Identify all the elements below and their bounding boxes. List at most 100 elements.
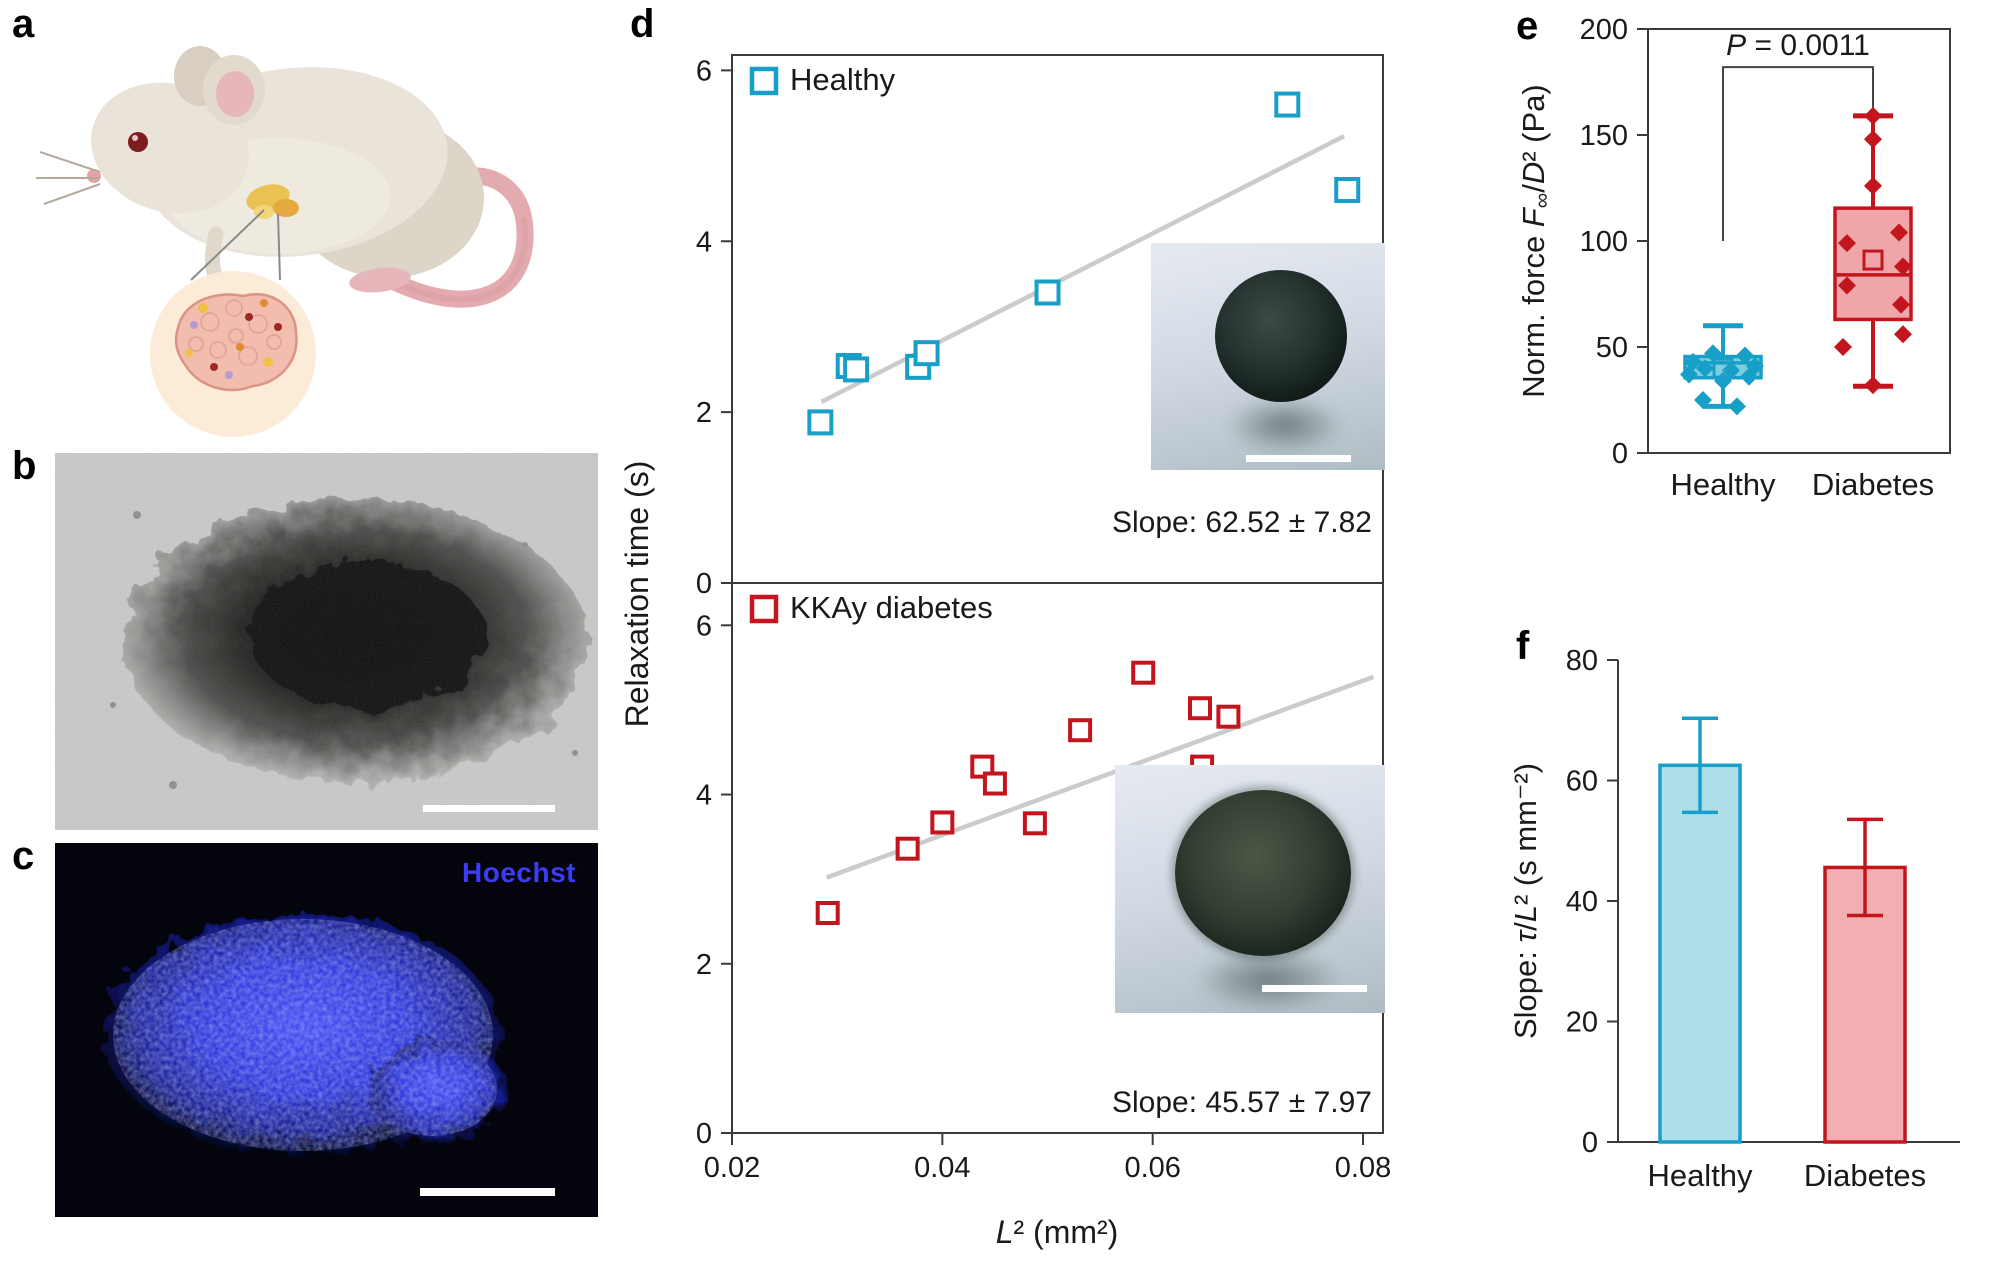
mouse-eye — [128, 132, 148, 152]
mean-marker — [1712, 357, 1734, 379]
y-tick-label: 2 — [696, 949, 712, 981]
x-tick-label: 0.06 — [1124, 1152, 1180, 1184]
p-value-label: P = 0.0011 — [1726, 29, 1870, 62]
scatter-point — [982, 771, 1007, 796]
y-tick-label: 0 — [1612, 438, 1628, 470]
x-tick-label: 0.08 — [1335, 1152, 1391, 1184]
data-point-diamond — [1890, 223, 1908, 242]
healthy-islet-inset-photo — [1151, 243, 1385, 470]
data-point-diamond — [1894, 325, 1912, 344]
scatter-point — [895, 836, 920, 861]
scatter-point — [1274, 91, 1301, 118]
mouse-head — [91, 82, 249, 214]
data-point-diamond — [1864, 106, 1882, 125]
scale-bar — [1246, 455, 1351, 462]
L2-axis-label: L² (mm²) — [996, 1214, 1119, 1250]
y-tick-label: 4 — [696, 780, 712, 812]
scatter-point — [1022, 811, 1047, 836]
data-point-diamond — [1864, 130, 1882, 149]
data-point-diamond — [1894, 257, 1912, 276]
scatter-point — [1034, 279, 1061, 306]
y-tick-label: 40 — [1566, 886, 1598, 918]
data-point-diamond — [1736, 346, 1754, 365]
bar — [1658, 763, 1742, 1144]
islet-cell-dots — [185, 299, 282, 379]
data-point-diamond — [1892, 295, 1910, 314]
panel-c-letter: c — [12, 834, 35, 878]
x-tick-label: 0.04 — [914, 1152, 970, 1184]
mouse-illustration-svg — [36, 46, 534, 437]
relaxation-time-axis-label: Relaxation time (s) — [620, 461, 655, 728]
category-label: Diabetes — [1812, 467, 1934, 502]
scatter-point — [807, 409, 834, 436]
y-tick-label: 50 — [1596, 332, 1628, 364]
y-tick-label: 0 — [696, 1118, 712, 1150]
scatter-point — [913, 340, 940, 367]
y-tick-label: 20 — [1566, 1007, 1598, 1039]
panel-b-brightfield-micrograph — [55, 453, 598, 830]
legend-marker — [749, 66, 779, 96]
panel-d-letter: d — [630, 2, 655, 46]
norm-force-axis-label: Norm. force F∞/D² (Pa) — [1516, 84, 1554, 397]
pointer-line-right — [277, 213, 281, 281]
y-tick-label: 200 — [1580, 14, 1628, 46]
panel-c-fluorescence-micrograph: Hoechst — [55, 843, 598, 1217]
slope-annotation: Slope: 45.57 ± 7.97 — [1112, 1086, 1372, 1119]
y-tick-label: 0 — [1582, 1127, 1598, 1159]
scatter-point — [1334, 176, 1361, 203]
category-label: Healthy — [1647, 1158, 1753, 1193]
scatter-point — [1188, 696, 1213, 721]
data-point-diamond — [1728, 397, 1746, 416]
scatter-point — [1131, 660, 1156, 685]
panel-f-bar-chart: 0 20 40 60 80 Healthy Diabetes Slope: τ/L² (s m… — [1508, 645, 1960, 1193]
slope-annotation: Slope: 62.52 ± 7.82 — [1112, 506, 1372, 539]
panel-f-letter: f — [1516, 624, 1530, 668]
y-tick-label: 4 — [696, 226, 712, 258]
data-point-diamond — [1864, 176, 1882, 195]
scatter-point — [930, 810, 955, 835]
data-point-diamond — [1838, 234, 1856, 253]
significance-bracket — [1722, 66, 1874, 241]
panel-b-letter: b — [12, 444, 37, 488]
scale-bar — [1262, 985, 1367, 992]
y-tick-label: 6 — [696, 610, 712, 642]
data-point-diamond — [1834, 338, 1852, 356]
scale-bar — [423, 805, 555, 812]
mouse-whiskers — [36, 151, 101, 205]
y-tick-label: 2 — [696, 397, 712, 429]
scatter-point — [1216, 704, 1241, 729]
y-tick-label: 6 — [696, 55, 712, 87]
legend-label: Healthy — [790, 62, 896, 97]
mean-marker — [1862, 249, 1884, 271]
data-point-diamond — [1838, 276, 1856, 295]
mouse-nose — [87, 169, 101, 183]
panel-e-box-plot: 0 50 100 150 200 P = 0.0011 Healthy Diabetes Nor… — [1516, 14, 1951, 502]
data-point-diamond — [1740, 367, 1758, 386]
islet-cells — [188, 299, 282, 366]
islet-tissue — [174, 293, 298, 392]
legend-marker — [749, 594, 779, 624]
panel-a-letter: a — [12, 2, 35, 46]
x-tick-label: 0.02 — [704, 1152, 760, 1184]
mouse-hind-foot — [349, 267, 411, 293]
scatter-point — [1068, 718, 1093, 743]
panel-d-scatter-plots: 0 2 4 6 Healthy Slope: 62.52 ± 7.82 0 2 4 6 0.02 0.… — [620, 54, 1391, 1250]
category-label: Diabetes — [1804, 1158, 1926, 1193]
panel-e-letter: e — [1516, 4, 1539, 48]
y-tick-label: 80 — [1566, 645, 1598, 677]
y-tick-label: 150 — [1580, 120, 1628, 152]
diabetic-islet-inset-photo — [1115, 765, 1385, 1013]
data-point-diamond — [1696, 359, 1714, 378]
hoechst-stain-label: Hoechst — [462, 857, 576, 888]
pointer-line-left — [190, 209, 265, 281]
data-point-diamond — [1694, 391, 1712, 409]
scale-bar — [420, 1188, 555, 1196]
data-point-diamond — [1864, 376, 1882, 395]
y-tick-label: 60 — [1566, 766, 1598, 798]
y-tick-label: 0 — [696, 568, 712, 600]
panel-a-mouse-illustration — [28, 6, 588, 442]
data-point-diamond — [1680, 365, 1698, 384]
legend-label: KKAy diabetes — [790, 590, 993, 625]
y-tick-label: 100 — [1580, 226, 1628, 258]
